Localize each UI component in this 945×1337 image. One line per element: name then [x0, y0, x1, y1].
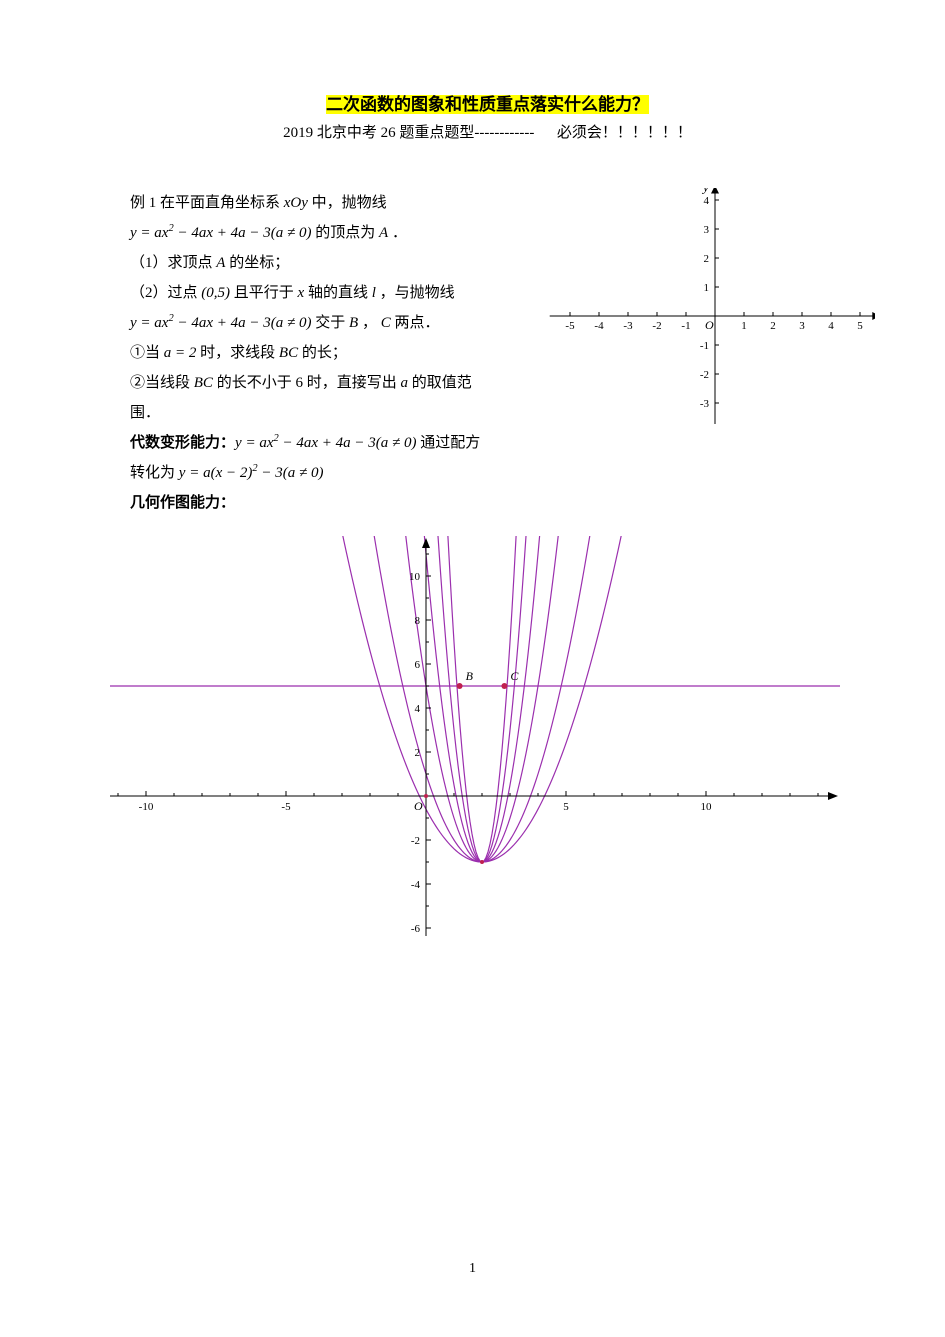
title-text: 二次函数的图象和性质重点落实什么能力？ [326, 95, 649, 114]
svg-text:y: y [701, 188, 709, 195]
svg-text:-6: -6 [411, 923, 421, 935]
svg-text:8: 8 [415, 615, 421, 627]
t: ，与抛物线 [376, 285, 455, 301]
svg-text:3: 3 [704, 224, 710, 236]
t: ①当 [130, 345, 164, 361]
t: 的取值范 [408, 375, 472, 391]
t: 围． [130, 405, 160, 421]
svg-text:2: 2 [704, 253, 710, 265]
equation-1: y = ax2 − 4ax + 4a − 3(a ≠ 0) [130, 225, 312, 241]
m: xOy [284, 195, 308, 211]
t-bold: 几何作图能力： [130, 495, 235, 511]
svg-text:-10: -10 [139, 801, 154, 813]
svg-text:-1: -1 [681, 320, 690, 332]
subtitle-b: 必须会！！！！！！ [557, 125, 692, 141]
svg-text:10: 10 [409, 571, 421, 583]
svg-text:4: 4 [704, 195, 710, 207]
svg-text:2: 2 [770, 320, 776, 332]
svg-text:-2: -2 [411, 835, 420, 847]
t: 中，抛物线 [308, 195, 387, 211]
subtitle: 2019 北京中考 26 题重点题型------------ 必须会！！！！！！ [130, 121, 845, 142]
page-number: 1 [0, 1261, 945, 1277]
t: 时，求线段 [196, 345, 279, 361]
m: a [400, 375, 408, 391]
m: (0,5) [201, 285, 230, 301]
t: 的长； [298, 345, 347, 361]
svg-text:-1: -1 [700, 340, 709, 352]
equation-1b: y = ax2 − 4ax + 4a − 3(a ≠ 0) [130, 315, 312, 331]
m: B [349, 315, 358, 331]
svg-text:3: 3 [799, 320, 805, 332]
equation-2: y = a(x − 2)2 − 3(a ≠ 0) [179, 465, 324, 481]
small-coordinate-grid: -5-4-3-2-11234512345-1-2-3-4-5xyO [545, 188, 875, 424]
svg-text:1: 1 [704, 282, 710, 294]
t: （1）求顶点 [130, 255, 216, 271]
t: 交于 [312, 315, 350, 331]
svg-text:-3: -3 [623, 320, 633, 332]
svg-text:O: O [414, 799, 423, 813]
content: -5-4-3-2-11234512345-1-2-3-4-5xyO 例 1 在平… [130, 188, 845, 941]
svg-text:-4: -4 [594, 320, 604, 332]
svg-text:-4: -4 [411, 879, 421, 891]
svg-text:4: 4 [828, 320, 834, 332]
problem-text: 例 1 在平面直角坐标系 xOy 中，抛物线 y = ax2 − 4ax + 4… [130, 188, 550, 518]
t: ， [358, 315, 381, 331]
svg-text:B: B [466, 669, 474, 683]
big-chart-wrap: -10-55101520246810-2-4-6OBC [110, 536, 840, 941]
svg-text:10: 10 [701, 801, 713, 813]
m: a = 2 [164, 345, 197, 361]
svg-text:-2: -2 [652, 320, 661, 332]
svg-text:5: 5 [563, 801, 569, 813]
t: （2）过点 [130, 285, 201, 301]
m: BC [194, 375, 213, 391]
t: ． [388, 225, 407, 241]
t: 通过配方 [417, 435, 481, 451]
svg-text:1: 1 [741, 320, 747, 332]
parabola-family-chart: -10-55101520246810-2-4-6OBC [110, 536, 840, 936]
t: 的长不小于 6 时，直接写出 [213, 375, 401, 391]
svg-text:4: 4 [415, 703, 421, 715]
t: 轴的直线 [304, 285, 372, 301]
m: BC [279, 345, 298, 361]
svg-text:C: C [510, 669, 519, 683]
t: 的顶点为 [312, 225, 380, 241]
t: 转化为 [130, 465, 179, 481]
svg-text:5: 5 [857, 320, 863, 332]
svg-text:6: 6 [415, 659, 421, 671]
equation-1c: y = ax2 − 4ax + 4a − 3(a ≠ 0) [235, 435, 417, 451]
subtitle-a: 2019 北京中考 26 题重点题型------------ [283, 125, 534, 141]
m: A [379, 225, 388, 241]
t: ②当线段 [130, 375, 194, 391]
t: 两点． [391, 315, 440, 331]
svg-text:-5: -5 [565, 320, 575, 332]
svg-text:O: O [705, 318, 714, 332]
page: 二次函数的图象和性质重点落实什么能力？ 2019 北京中考 26 题重点题型--… [0, 0, 945, 1337]
t: 的坐标； [225, 255, 289, 271]
title: 二次函数的图象和性质重点落实什么能力？ [130, 90, 845, 115]
svg-text:2: 2 [415, 747, 421, 759]
svg-text:-3: -3 [700, 398, 710, 410]
svg-text:-2: -2 [700, 369, 709, 381]
t-bold: 代数变形能力： [130, 435, 235, 451]
m: C [381, 315, 391, 331]
t: 例 1 在平面直角坐标系 [130, 195, 284, 211]
svg-text:-5: -5 [281, 801, 291, 813]
t: 且平行于 [230, 285, 298, 301]
